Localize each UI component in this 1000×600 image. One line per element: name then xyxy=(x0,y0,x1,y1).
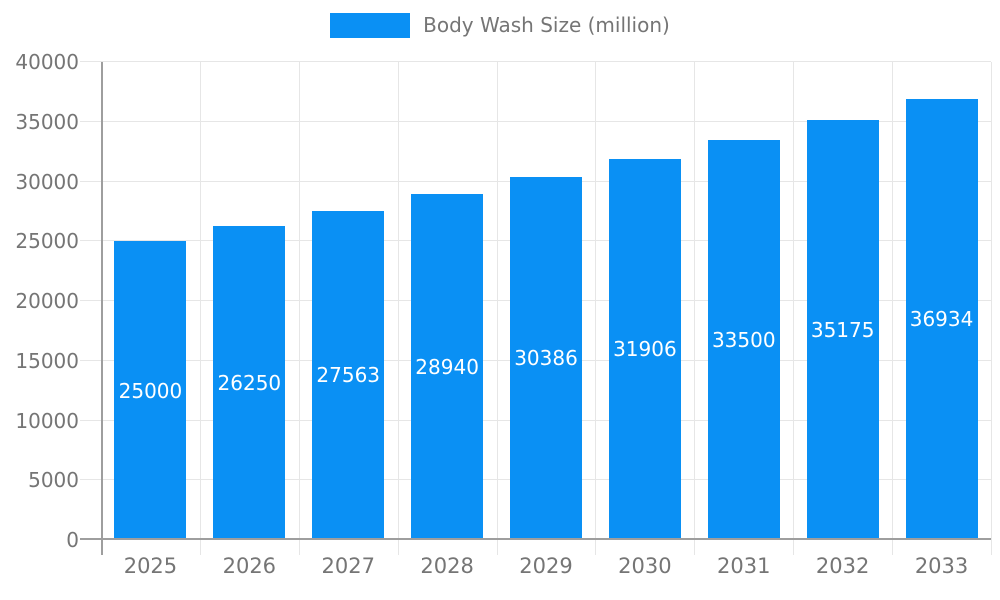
x-axis-tick xyxy=(496,540,498,555)
bar-2028[interactable]: 28940 xyxy=(411,194,484,540)
x-axis-tick xyxy=(397,540,399,555)
x-tick-label: 2028 xyxy=(420,554,474,578)
y-axis-tick xyxy=(80,61,101,62)
bar-2027[interactable]: 27563 xyxy=(312,210,385,540)
bar-value-label: 35175 xyxy=(810,317,875,342)
y-tick-label: 20000 xyxy=(15,289,79,313)
bar-value-label: 31906 xyxy=(613,337,677,362)
x-tick-label: 2033 xyxy=(914,554,969,578)
legend-swatch-icon xyxy=(330,12,411,38)
x-tick-label: 2027 xyxy=(321,554,375,578)
y-tick-label: 0 xyxy=(66,528,79,552)
y-tick-label: 15000 xyxy=(15,348,79,373)
bar-2031[interactable]: 33500 xyxy=(707,139,780,540)
vertical-gridline xyxy=(496,62,498,540)
horizontal-gridline xyxy=(101,61,991,62)
bar-value-label: 25000 xyxy=(118,378,183,403)
bar-value-label: 36934 xyxy=(909,307,974,332)
x-axis-tick xyxy=(694,540,696,555)
legend-label: Body Wash Size (million) xyxy=(423,13,670,37)
x-axis-line xyxy=(101,538,991,540)
bar-value-label: 26250 xyxy=(217,371,282,396)
x-axis-tick xyxy=(991,540,992,555)
y-axis-tick xyxy=(80,300,101,301)
y-axis-tick xyxy=(80,180,101,182)
y-tick-label: 40000 xyxy=(15,50,79,74)
y-axis-tick xyxy=(80,479,101,481)
vertical-gridline xyxy=(694,62,696,540)
bar-2025[interactable]: 25000 xyxy=(114,241,187,540)
x-tick-label: 2030 xyxy=(618,554,672,578)
horizontal-gridline xyxy=(101,120,991,122)
bar-value-label: 27563 xyxy=(316,363,381,388)
x-tick-label: 2031 xyxy=(717,554,771,578)
y-tick-label: 25000 xyxy=(15,229,79,254)
y-axis-line xyxy=(101,62,103,540)
x-axis-labels: 2025 2026 2027 2028 2029 2030 2031 2032 2033 xyxy=(101,552,991,586)
x-tick-label: 2029 xyxy=(519,554,573,578)
y-axis-tick xyxy=(80,538,101,540)
plot-area: 25000 26250 27563 28940 30386 31906 33500 35175… xyxy=(80,61,992,555)
legend-item[interactable]: Body Wash Size (million) xyxy=(330,12,670,38)
x-axis-tick xyxy=(892,540,894,555)
bar-2029[interactable]: 30386 xyxy=(510,176,582,540)
y-axis-tick xyxy=(80,419,101,421)
bar-2026[interactable]: 26250 xyxy=(213,226,286,540)
y-axis-tick xyxy=(80,240,101,242)
legend: Body Wash Size (million) xyxy=(0,0,1000,50)
x-axis-tick xyxy=(101,540,103,555)
vertical-gridline xyxy=(298,62,300,540)
vertical-gridline xyxy=(595,62,597,540)
bar-value-label: 28940 xyxy=(415,355,479,380)
vertical-gridline xyxy=(892,62,894,540)
bar-value-label: 30386 xyxy=(514,346,578,371)
bar-2032[interactable]: 35175 xyxy=(806,119,879,540)
vertical-gridline xyxy=(793,62,795,540)
y-tick-label: 30000 xyxy=(15,169,79,194)
y-axis-labels: 0 5000 10000 15000 20000 25000 30000 35000 40000 xyxy=(0,52,79,550)
x-axis-tick xyxy=(595,540,597,555)
y-axis-tick xyxy=(80,359,101,361)
y-tick-label: 10000 xyxy=(15,408,79,433)
vertical-gridline xyxy=(199,62,201,540)
vertical-gridline xyxy=(397,62,399,540)
x-axis-tick xyxy=(793,540,795,555)
x-tick-label: 2025 xyxy=(123,554,178,578)
x-axis-tick xyxy=(298,540,300,555)
y-tick-label: 5000 xyxy=(28,468,79,493)
bar-2033[interactable]: 36934 xyxy=(905,98,978,540)
y-tick-label: 35000 xyxy=(15,109,79,134)
x-tick-label: 2026 xyxy=(222,554,277,578)
vertical-gridline xyxy=(991,62,992,540)
y-axis-tick xyxy=(80,120,101,122)
bar-value-label: 33500 xyxy=(711,327,776,352)
x-axis-tick xyxy=(199,540,201,555)
bar-2030[interactable]: 31906 xyxy=(608,158,681,540)
x-tick-label: 2032 xyxy=(815,554,870,578)
